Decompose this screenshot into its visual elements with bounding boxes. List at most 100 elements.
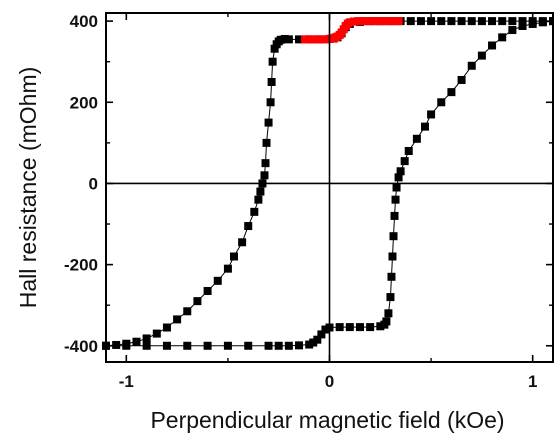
data-point bbox=[270, 44, 279, 53]
data-point bbox=[261, 159, 270, 168]
data-point bbox=[335, 323, 344, 332]
data-point bbox=[386, 293, 395, 302]
data-point bbox=[416, 17, 425, 26]
data-point bbox=[152, 329, 161, 338]
data-point bbox=[213, 276, 222, 285]
data-point bbox=[427, 17, 436, 26]
data-point bbox=[384, 309, 393, 318]
data-point bbox=[412, 134, 421, 143]
data-point bbox=[390, 211, 399, 220]
y-tick-label: 200 bbox=[70, 93, 98, 112]
data-point bbox=[254, 195, 263, 204]
series-line bbox=[106, 20, 554, 347]
data-point bbox=[366, 323, 375, 332]
data-point bbox=[528, 19, 537, 28]
data-point bbox=[427, 110, 436, 119]
data-point bbox=[378, 17, 387, 26]
data-point bbox=[309, 338, 318, 347]
data-point bbox=[244, 341, 253, 350]
data-point bbox=[366, 17, 375, 26]
data-point bbox=[313, 35, 322, 44]
data-point bbox=[538, 18, 547, 27]
data-point bbox=[437, 98, 446, 107]
data-point bbox=[457, 17, 466, 26]
data-point bbox=[284, 341, 293, 350]
data-point bbox=[238, 238, 247, 247]
data-point bbox=[250, 207, 259, 216]
data-point bbox=[488, 41, 497, 50]
data-point bbox=[262, 138, 271, 147]
data-point bbox=[203, 286, 212, 295]
data-point bbox=[421, 122, 429, 131]
x-tick-label: -1 bbox=[119, 372, 134, 391]
data-point bbox=[382, 317, 391, 326]
data-point bbox=[295, 341, 304, 350]
data-point bbox=[223, 264, 232, 273]
data-point bbox=[467, 17, 476, 26]
axis-ticks bbox=[106, 13, 553, 362]
series-2 bbox=[301, 17, 403, 44]
data-point bbox=[264, 118, 273, 127]
data-point bbox=[301, 35, 310, 44]
data-point bbox=[382, 17, 391, 26]
data-point bbox=[173, 315, 182, 324]
data-point bbox=[272, 40, 281, 49]
y-tick-label: 400 bbox=[70, 12, 98, 31]
data-point bbox=[447, 88, 456, 97]
data-point bbox=[389, 232, 398, 241]
data-point bbox=[477, 51, 486, 60]
data-point bbox=[508, 26, 517, 35]
data-point bbox=[284, 35, 293, 44]
data-point bbox=[400, 157, 409, 166]
data-point bbox=[317, 330, 326, 339]
data-point bbox=[345, 18, 354, 27]
data-point bbox=[349, 17, 358, 26]
data-point bbox=[267, 77, 276, 86]
data-point bbox=[345, 323, 354, 332]
data-point bbox=[457, 75, 466, 84]
data-point bbox=[309, 35, 318, 44]
data-point bbox=[488, 17, 497, 26]
data-point bbox=[404, 146, 413, 155]
data-point bbox=[223, 341, 232, 350]
data-point bbox=[353, 17, 362, 26]
y-axis-title: Hall resistance (mOhm) bbox=[15, 67, 41, 309]
data-point bbox=[376, 322, 385, 331]
data-point bbox=[370, 17, 379, 26]
data-point bbox=[183, 341, 192, 350]
data-point bbox=[268, 57, 277, 66]
data-point bbox=[518, 21, 527, 30]
data-point bbox=[321, 325, 330, 334]
y-tick-label: -400 bbox=[64, 337, 98, 356]
data-point bbox=[388, 252, 397, 261]
data-point bbox=[406, 17, 415, 26]
tick-labels: -1 0 1 -400 -200 0 200 400 bbox=[64, 12, 537, 391]
data-point bbox=[183, 307, 192, 316]
data-point bbox=[162, 341, 171, 350]
data-point bbox=[386, 17, 395, 26]
data-point bbox=[362, 17, 371, 26]
data-point bbox=[396, 167, 405, 176]
data-point bbox=[264, 341, 273, 350]
data-point bbox=[394, 173, 403, 182]
y-tick-label: 0 bbox=[89, 174, 98, 193]
data-point bbox=[260, 171, 269, 180]
data-point bbox=[355, 323, 364, 332]
data-point bbox=[132, 337, 141, 346]
data-point bbox=[467, 61, 476, 70]
x-tick-label: 1 bbox=[528, 372, 537, 391]
data-point bbox=[374, 17, 383, 26]
data-point bbox=[518, 17, 527, 26]
data-point bbox=[266, 98, 275, 107]
data-point bbox=[317, 35, 326, 44]
data-point bbox=[244, 222, 253, 231]
data-point bbox=[394, 17, 403, 26]
x-tick-label: 0 bbox=[325, 372, 334, 391]
data-point bbox=[112, 340, 121, 349]
data-point bbox=[122, 341, 131, 350]
data-point bbox=[387, 272, 396, 281]
data-point bbox=[142, 341, 151, 350]
data-point bbox=[280, 34, 289, 43]
